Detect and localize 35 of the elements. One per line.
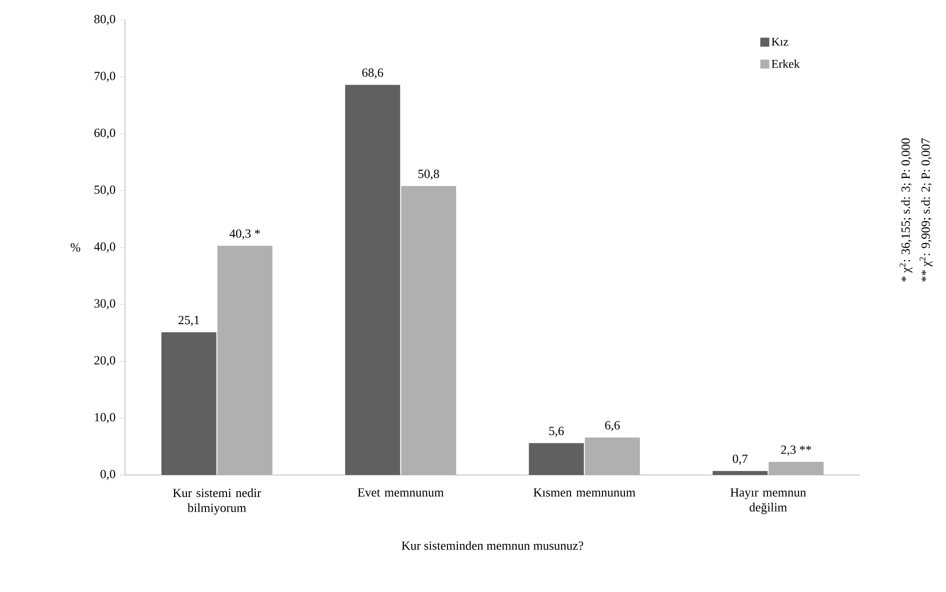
y-axis-title: % bbox=[70, 243, 80, 252]
bar bbox=[161, 332, 216, 475]
y-tick-label: 30,0 bbox=[94, 299, 116, 310]
data-label: 68,6 bbox=[362, 68, 384, 79]
y-tick-label: 20,0 bbox=[94, 356, 116, 366]
legend-label: Erkek bbox=[772, 60, 800, 68]
bar bbox=[345, 84, 400, 475]
x-tick-label: Kur sistemi nedir bilmiyorum bbox=[172, 488, 262, 515]
y-tick-label: 40,0 bbox=[94, 242, 116, 253]
x-tick-label: Evet memnunum bbox=[358, 488, 444, 497]
data-label: 5,6 bbox=[549, 426, 564, 437]
data-label: 0,7 bbox=[732, 454, 748, 465]
x-tick-label: Hayır memnun değilim bbox=[730, 488, 806, 514]
legend-label: Kız bbox=[772, 38, 788, 46]
text: ** χ$^{2}$: 9,909; s.d: 2; P: 0,007 bbox=[920, 138, 932, 282]
y-tick-label: 10,0 bbox=[94, 413, 116, 424]
text: * χ$^{2}$: 36,155; s.d: 3; P: 0,000 bbox=[900, 138, 912, 282]
bar bbox=[712, 471, 768, 475]
y-tick-label: 80,0 bbox=[94, 14, 116, 26]
data-label: 40,3 * bbox=[230, 229, 260, 240]
data-label: 2,3 ** bbox=[781, 446, 812, 456]
bar bbox=[768, 462, 824, 475]
bar bbox=[401, 186, 456, 475]
y-tick-label: 0,0 bbox=[100, 470, 116, 480]
data-label: 50,8 bbox=[418, 170, 440, 180]
x-axis-title: Kur sisteminden memnun musunuz? bbox=[402, 541, 584, 550]
bar bbox=[528, 443, 584, 475]
y-tick-label: 60,0 bbox=[94, 128, 116, 139]
y-tick-label: 70,0 bbox=[94, 72, 116, 82]
data-label: 25,1 bbox=[178, 316, 200, 326]
y-tick-label: 50,0 bbox=[94, 186, 116, 196]
bar bbox=[584, 437, 640, 475]
data-label: 6,6 bbox=[605, 421, 620, 432]
bar bbox=[217, 246, 272, 475]
x-tick-label: Kısmen memnunum bbox=[534, 488, 636, 497]
